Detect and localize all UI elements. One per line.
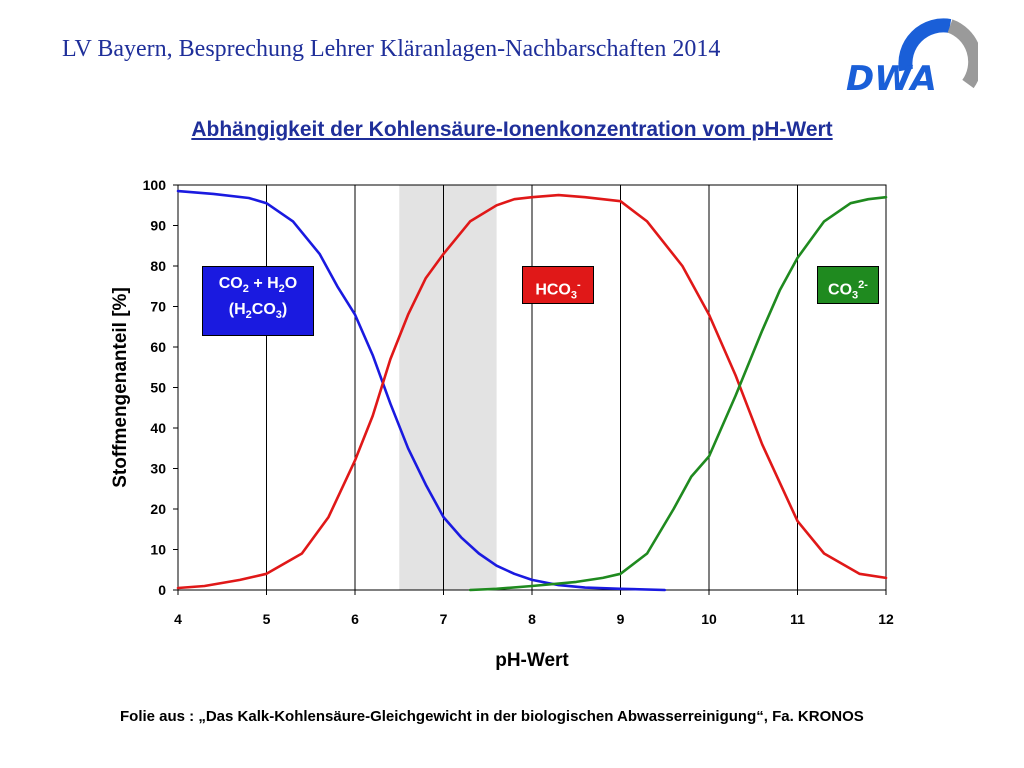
y-tick-label: 30 <box>150 461 166 477</box>
y-tick-label: 60 <box>150 339 166 355</box>
x-axis-label: pH-Wert <box>495 650 569 671</box>
y-tick-label: 90 <box>150 218 166 234</box>
x-tick-label: 7 <box>440 611 448 627</box>
y-tick-label: 50 <box>150 380 166 396</box>
y-tick-label: 80 <box>150 258 166 274</box>
x-tick-label: 8 <box>528 611 536 627</box>
hco3-label: HCO3- <box>522 266 594 304</box>
x-tick-label: 5 <box>263 611 271 627</box>
series-hco3-line <box>176 193 888 590</box>
y-axis-label: Stoffmengenanteil [%] <box>110 287 131 488</box>
series-h2co3-line <box>176 189 667 592</box>
chart-title: Abhängigkeit der Kohlensäure-Ionenkonzen… <box>191 118 833 141</box>
y-tick-label: 10 <box>150 542 166 558</box>
footer-citation: Folie aus : „Das Kalk-Kohlensäure-Gleich… <box>120 708 864 725</box>
x-tick-label: 10 <box>701 611 717 627</box>
y-tick-label: 0 <box>158 582 166 598</box>
y-tick-label: 100 <box>143 177 167 193</box>
x-tick-label: 11 <box>790 611 805 627</box>
x-tick-label: 12 <box>878 611 894 627</box>
logo-text: DWA <box>846 59 937 98</box>
series-co3-line <box>468 195 888 592</box>
logo-blue-arc <box>898 18 952 72</box>
x-tick-label: 9 <box>617 611 625 627</box>
presentation-header: LV Bayern, Besprechung Lehrer Kläranlage… <box>62 36 721 62</box>
x-tick-label: 4 <box>174 611 182 627</box>
co3-label: CO32- <box>817 266 879 304</box>
logo-grey-arc <box>947 19 978 89</box>
chart: 0 10 20 30 40 50 60 70 80 90 100 4 5 6 7 8 9 10 11 12 pH-Wer… <box>110 177 894 671</box>
x-tick-label: 6 <box>351 611 359 627</box>
y-tick-label: 40 <box>150 420 166 436</box>
y-tick-label: 70 <box>150 299 166 315</box>
y-tick-label: 20 <box>150 501 166 517</box>
dwa-logo: DWA <box>846 18 978 98</box>
shaded-ph-region <box>399 185 497 590</box>
co2-label: CO2 + H2O (H2CO3) <box>202 266 314 336</box>
